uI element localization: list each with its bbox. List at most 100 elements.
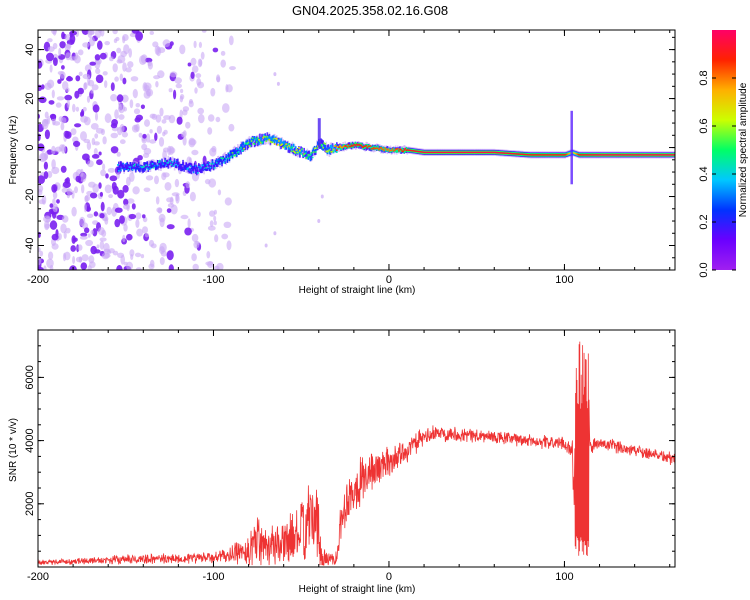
noise-blob (117, 126, 123, 136)
ridge-segment (138, 168, 140, 172)
noise-blob (168, 88, 173, 93)
ridge-segment (218, 158, 220, 164)
noise-blob (95, 74, 104, 84)
ridge-segment (521, 153, 523, 155)
ridge-segment (348, 142, 351, 148)
ridge-segment (431, 151, 434, 154)
noise-blob (120, 254, 125, 265)
noise-blob (79, 235, 88, 240)
noise-blob (197, 211, 201, 218)
ridge-segment (399, 148, 401, 150)
noise-blob (128, 213, 137, 220)
colorbar-label: Normalized spectral amplitude (738, 82, 749, 217)
ridge-segment (665, 154, 668, 156)
noise-blob (156, 207, 163, 213)
ridge-segment (172, 165, 175, 167)
ridge-segment (560, 154, 562, 156)
y-tick-label: 6000 (24, 365, 36, 389)
noise-blob (81, 184, 85, 194)
noise-blob (123, 44, 130, 55)
ridge-segment (436, 151, 438, 154)
ridge-segment (331, 143, 334, 149)
noise-blob (192, 263, 199, 270)
ridge-segment (242, 141, 244, 146)
ridge-segment (472, 151, 475, 154)
ridge-segment (259, 140, 261, 143)
ridge-segment (400, 149, 402, 151)
noise-blob (70, 128, 77, 136)
ridge-segment (278, 140, 280, 142)
y-tick-label: 0 (24, 144, 36, 150)
ridge-segment (127, 163, 130, 169)
ridge-segment (527, 154, 530, 156)
ridge-segment (274, 138, 277, 146)
ridge-segment (481, 151, 483, 154)
ridge-segment (230, 155, 233, 158)
ridge-segment (172, 157, 175, 165)
ridge-segment (155, 159, 158, 167)
ridge-segment (307, 150, 310, 156)
noise-blob (86, 213, 94, 218)
noise-blob (119, 73, 124, 81)
noise-blob (139, 55, 147, 65)
ridge-segment (264, 137, 267, 141)
ridge-segment (305, 157, 308, 159)
ridge-segment (332, 148, 335, 151)
ridge-segment (126, 166, 129, 171)
noise-blob (132, 186, 140, 195)
ridge-segment (417, 150, 419, 153)
y-tick-label: 20 (24, 92, 36, 104)
ridge-segment (405, 149, 408, 151)
ridge-segment (123, 168, 125, 171)
noise-blob (89, 192, 98, 199)
noise-blob (228, 35, 234, 46)
ridge-segment (243, 147, 245, 150)
ridge-segment (227, 153, 230, 157)
y-tick-label: 40 (24, 43, 36, 55)
ridge-segment (266, 136, 269, 141)
ridge-segment (316, 140, 318, 148)
noise-blob (166, 197, 174, 203)
ridge-segment (523, 153, 526, 156)
ridge-segment (280, 138, 282, 142)
noise-blob (210, 87, 216, 97)
ridge-segment (300, 149, 302, 154)
ridge-segment (558, 154, 560, 156)
ridge-segment (182, 163, 184, 171)
ridge-segment (506, 152, 509, 154)
ridge-segment (161, 161, 163, 164)
ridge-segment (207, 167, 210, 170)
ridge-segment (340, 146, 342, 148)
ridge-segment (621, 154, 623, 156)
ridge-segment (287, 147, 290, 153)
x-tick-label: 100 (555, 274, 573, 286)
noise-blob (196, 78, 202, 86)
ridge-segment (306, 151, 309, 157)
ridge-segment (508, 152, 511, 155)
noise-blob (83, 82, 87, 91)
ridge-segment (125, 166, 128, 170)
noise-blob (145, 175, 154, 181)
noise-blob (149, 30, 155, 35)
ridge-segment (135, 163, 138, 168)
ridge-segment (529, 154, 532, 156)
noise-blob (223, 221, 232, 228)
noise-blob (75, 175, 82, 183)
ridge-segment (500, 152, 502, 154)
ridge-segment (258, 139, 260, 141)
ridge-segment (190, 163, 193, 167)
ridge-segment (267, 138, 270, 141)
noise-blob (46, 52, 54, 62)
ridge-segment (183, 166, 185, 172)
noise-blob (146, 133, 151, 143)
ridge-segment (480, 151, 482, 154)
ridge-segment (219, 159, 221, 163)
ridge-segment (561, 154, 563, 156)
ridge-segment (227, 157, 230, 160)
ridge-segment (197, 166, 199, 172)
ridge-segment (237, 144, 239, 151)
ridge-segment (304, 151, 307, 155)
ridge-segment (241, 150, 243, 152)
noise-blob (93, 211, 99, 217)
ridge-segment (442, 151, 444, 154)
